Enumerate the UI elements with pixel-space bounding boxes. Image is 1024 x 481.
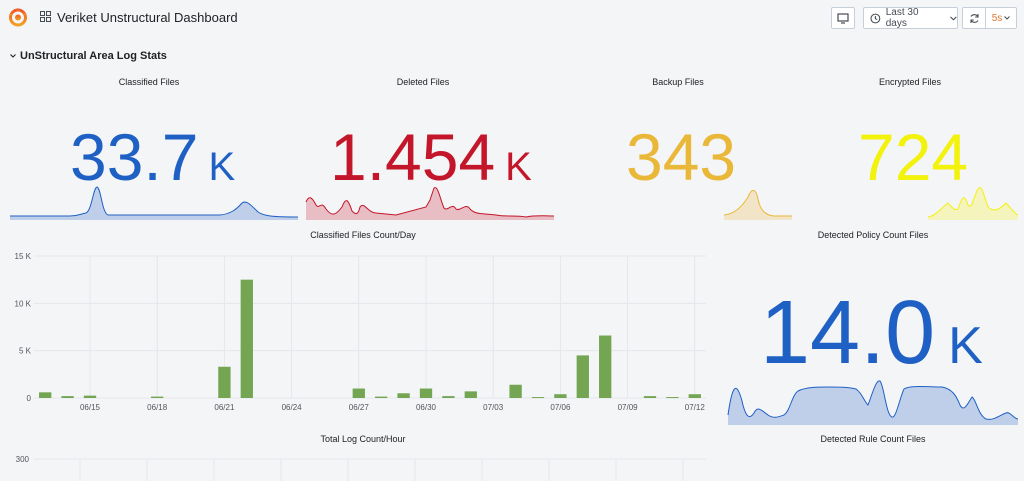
panel-title-encrypted-files[interactable]: Encrypted Files bbox=[878, 77, 942, 87]
panel-title-detected-policy-count-files[interactable]: Detected Policy Count Files bbox=[817, 230, 929, 240]
panel-title-detected-rule-count-files[interactable]: Detected Rule Count Files bbox=[820, 434, 926, 444]
stat-number: 33.7 bbox=[70, 120, 199, 194]
x-tick-label: 06/15 bbox=[80, 403, 101, 412]
x-tick-label: 06/18 bbox=[147, 403, 168, 412]
stat-unit: K bbox=[208, 145, 236, 189]
time-range-label: Last 30 days bbox=[885, 7, 919, 29]
stat-value-encrypted-files: 724 bbox=[858, 124, 968, 190]
bar-07/02[interactable] bbox=[464, 391, 477, 398]
bar-06/13[interactable] bbox=[39, 392, 52, 398]
sparkline-deleted-files bbox=[305, 187, 555, 220]
bar-07/10[interactable] bbox=[643, 396, 657, 398]
x-tick-label: 06/24 bbox=[282, 403, 303, 412]
x-tick-label: 07/03 bbox=[483, 403, 504, 412]
y-tick-label: 15 K bbox=[15, 252, 32, 261]
row-header[interactable]: UnStructural Area Log Stats bbox=[10, 50, 167, 62]
bar-06/27[interactable] bbox=[352, 388, 365, 398]
row-title: UnStructural Area Log Stats bbox=[20, 50, 167, 62]
chevron-down-icon bbox=[1004, 16, 1011, 20]
top-navbar: Veriket Unstructural Dashboard Last 30 d… bbox=[0, 0, 1024, 36]
stat-unit: K bbox=[948, 317, 983, 375]
stat-number: 14.0 bbox=[760, 283, 936, 383]
grafana-logo-icon[interactable] bbox=[8, 7, 28, 27]
bar-07/01[interactable] bbox=[442, 396, 455, 398]
y-tick-label: 10 K bbox=[15, 299, 32, 308]
panel-title-classified-files-count-day[interactable]: Classified Files Count/Day bbox=[310, 230, 416, 240]
refresh-button[interactable] bbox=[962, 7, 986, 29]
bar-07/07[interactable] bbox=[576, 355, 589, 398]
bar-07/12[interactable] bbox=[688, 394, 701, 398]
dashboard-grid-icon bbox=[40, 11, 51, 22]
refresh-interval-label: 5s bbox=[991, 12, 1003, 24]
bar-07/08[interactable] bbox=[599, 335, 612, 398]
stat-value-detected-policy-count-files: 14.0 K bbox=[760, 288, 983, 378]
y-tick-label: 0 bbox=[27, 394, 32, 403]
dashboard-title[interactable]: Veriket Unstructural Dashboard bbox=[57, 10, 238, 25]
y-tick-label: 300 bbox=[16, 455, 30, 464]
stat-unit: K bbox=[505, 145, 532, 189]
bar-07/04[interactable] bbox=[509, 384, 522, 398]
sparkline-detected-policy-count-files bbox=[727, 380, 1019, 425]
bar-06/18[interactable] bbox=[151, 396, 164, 398]
time-range-picker[interactable]: Last 30 days bbox=[863, 7, 958, 29]
monitor-icon bbox=[837, 12, 849, 24]
sparkline-classified-files bbox=[10, 186, 299, 220]
x-tick-label: 07/06 bbox=[550, 403, 571, 412]
bar-06/22[interactable] bbox=[240, 279, 253, 398]
x-tick-label: 06/21 bbox=[214, 403, 235, 412]
sparkline-encrypted-files bbox=[927, 187, 1019, 220]
chevron-down-icon bbox=[950, 15, 957, 21]
clock-icon bbox=[870, 13, 881, 23]
x-tick-label: 06/27 bbox=[349, 403, 370, 412]
refresh-icon bbox=[970, 13, 979, 23]
bar-07/11[interactable] bbox=[666, 397, 679, 399]
bar-chart-classified-files-count-day: 0 5 K 10 K 15 K 06/15 06/18 06/21 06/24 06/27 06/… bbox=[15, 252, 706, 412]
panel-title-backup-files[interactable]: Backup Files bbox=[652, 77, 704, 87]
stat-number: 343 bbox=[626, 120, 737, 194]
stat-value-deleted-files: 1.454 K bbox=[330, 124, 532, 190]
x-tick-label: 07/09 bbox=[618, 403, 639, 412]
tv-mode-button[interactable] bbox=[831, 7, 855, 29]
stat-value-backup-files: 343 bbox=[626, 124, 736, 190]
bar-06/29[interactable] bbox=[397, 393, 410, 398]
panel-title-deleted-files[interactable]: Deleted Files bbox=[396, 77, 450, 87]
line-chart-total-log-count-hour: 300 bbox=[16, 455, 706, 481]
chevron-down-icon bbox=[10, 54, 16, 58]
panel-title-classified-files[interactable]: Classified Files bbox=[118, 77, 180, 87]
bar-06/28[interactable] bbox=[375, 396, 388, 398]
bar-07/05[interactable] bbox=[531, 397, 545, 399]
x-tick-label: 06/30 bbox=[416, 403, 437, 412]
bar-06/30[interactable] bbox=[419, 388, 433, 398]
bar-07/06[interactable] bbox=[554, 394, 567, 398]
bar-06/15[interactable] bbox=[83, 395, 97, 398]
x-tick-label: 07/12 bbox=[685, 403, 706, 412]
stat-value-classified-files: 33.7 K bbox=[70, 124, 235, 190]
stat-number: 1.454 bbox=[330, 120, 496, 194]
sparkline-backup-files bbox=[723, 190, 792, 220]
stat-number: 724 bbox=[858, 120, 969, 194]
y-tick-label: 5 K bbox=[19, 347, 32, 356]
panel-title-total-log-count-hour[interactable]: Total Log Count/Hour bbox=[320, 434, 406, 444]
bar-06/21[interactable] bbox=[218, 366, 231, 398]
bar-06/14[interactable] bbox=[61, 396, 74, 398]
refresh-interval-picker[interactable]: 5s bbox=[985, 7, 1017, 29]
